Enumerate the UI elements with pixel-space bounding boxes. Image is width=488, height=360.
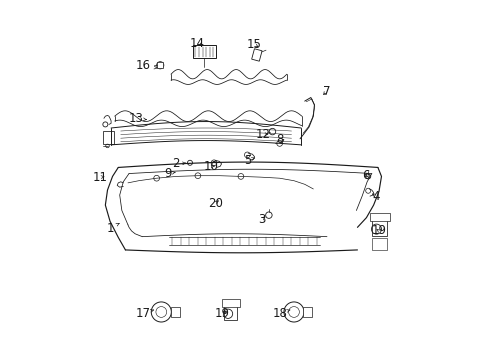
Bar [371,238,386,249]
Text: 8: 8 [275,133,284,146]
Bar [170,307,179,318]
Text: 15: 15 [246,38,262,51]
Text: 12: 12 [255,127,270,141]
Text: 4: 4 [372,190,380,203]
Text: 2: 2 [172,157,185,170]
Text: 17: 17 [136,307,153,320]
Text: 18: 18 [272,307,289,320]
Bar [371,219,386,236]
Bar [222,300,239,307]
Text: 13: 13 [128,112,146,125]
Text: 5: 5 [244,154,254,167]
Text: 10: 10 [203,160,219,173]
Text: 7: 7 [322,85,329,98]
Bar [303,307,312,318]
Text: 16: 16 [136,59,157,72]
Bar [102,131,113,144]
Bar [369,213,389,221]
Bar [157,62,163,68]
Text: 19: 19 [214,307,229,320]
Bar [192,45,216,58]
Bar [224,304,237,320]
Text: 6: 6 [361,169,369,182]
Text: 20: 20 [207,197,222,210]
Text: 11: 11 [93,171,108,184]
Text: 3: 3 [258,213,265,226]
Bar [251,49,262,61]
Text: 14: 14 [189,36,204,50]
Text: 1: 1 [106,222,119,235]
Text: 19: 19 [371,224,386,238]
Text: 9: 9 [164,167,175,180]
